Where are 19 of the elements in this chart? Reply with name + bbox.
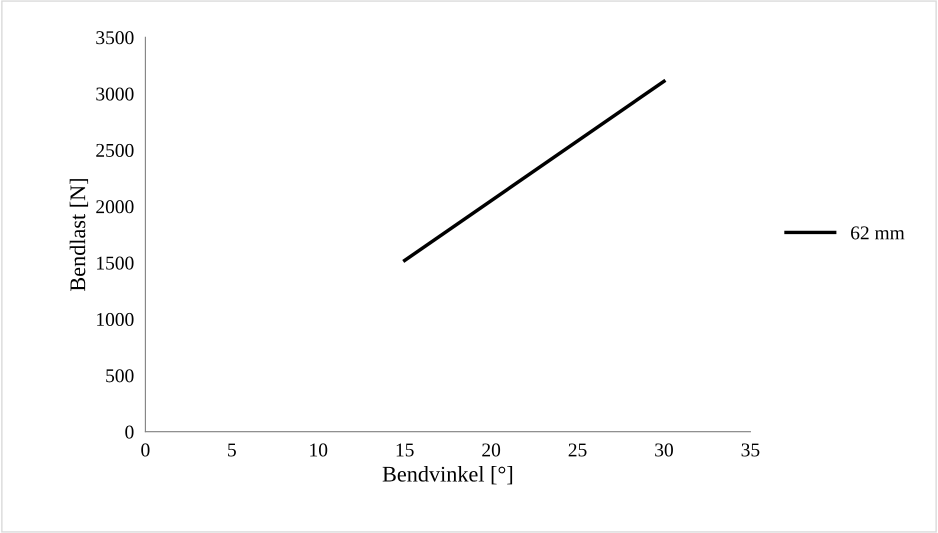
- x-tick-label: 30: [655, 443, 673, 457]
- x-tick-label: 0: [141, 443, 150, 457]
- y-tick-label: 3500: [96, 31, 134, 44]
- y-tick-label: 2500: [96, 144, 134, 157]
- x-axis-title: Bendvinkel [°]: [382, 466, 512, 484]
- x-tick-label: 20: [482, 443, 500, 457]
- y-tick-label: 2000: [96, 200, 134, 214]
- x-tick-label: 25: [568, 443, 587, 457]
- y-tick-label: 500: [106, 369, 134, 382]
- x-tick-label: 5: [228, 444, 236, 457]
- y-tick-label: 3000: [96, 87, 134, 101]
- y-tick-label: 0: [125, 426, 134, 439]
- legend-label: 62 mm: [851, 226, 904, 240]
- y-tick-label: 1500: [97, 256, 134, 270]
- x-tick-label: 35: [742, 443, 760, 457]
- x-tick-label: 10: [310, 443, 328, 457]
- y-tick-label: 1000: [97, 312, 134, 326]
- x-tick-label: 15: [396, 443, 414, 457]
- y-axis-title: Bendlast [N]: [70, 179, 88, 291]
